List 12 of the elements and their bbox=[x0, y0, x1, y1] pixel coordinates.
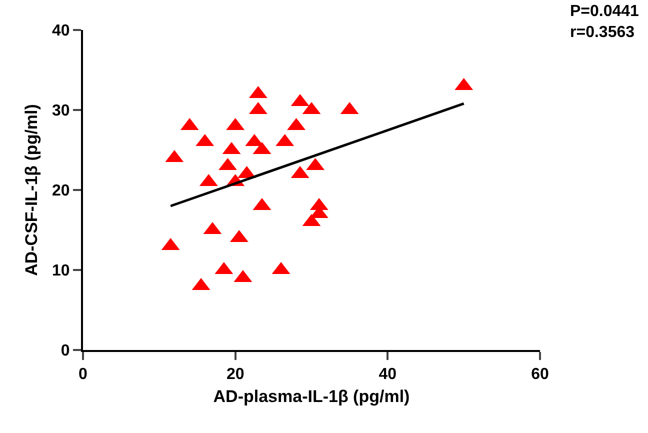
x-tick-label: 20 bbox=[226, 366, 244, 384]
y-axis-title: AD-CSF-IL-1β (pg/ml) bbox=[22, 104, 42, 276]
y-tick-label: 40 bbox=[52, 22, 70, 40]
y-tick-label: 0 bbox=[60, 342, 70, 360]
x-axis-title: AD-plasma-IL-1β (pg/ml) bbox=[213, 387, 410, 406]
y-tick-label: 10 bbox=[52, 262, 70, 280]
text: P=0.0441 r=0.3563 bbox=[570, 3, 640, 41]
x-tick-label: 60 bbox=[531, 366, 549, 384]
x-tick-label: 0 bbox=[78, 366, 88, 384]
x-tick-label: 40 bbox=[378, 366, 397, 384]
y-tick-label: 30 bbox=[52, 102, 70, 120]
y-tick-label: 20 bbox=[52, 182, 70, 200]
